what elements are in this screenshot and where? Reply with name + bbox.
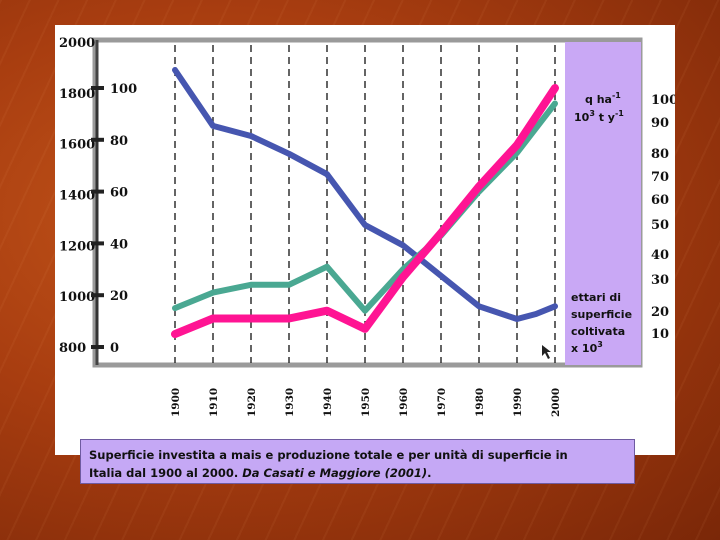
- caption-line-1: Superficie investita a mais e produzione…: [89, 448, 568, 462]
- x-tick-1960: 1960: [398, 388, 410, 417]
- x-tick-2000: 2000: [550, 388, 562, 417]
- left-inner-tick-20: 20: [110, 289, 128, 304]
- caption-source: Da Casati e Maggiore (2001): [242, 466, 428, 480]
- x-tick-1970: 1970: [436, 388, 448, 417]
- right-tick-50: 50: [651, 218, 669, 233]
- left-inner-tick-0: 0: [110, 341, 119, 356]
- right-tick-10: 10: [651, 327, 669, 342]
- right-tick-60: 60: [651, 193, 669, 208]
- left-inner-ticks: 0 20 40 60 80 100: [91, 82, 137, 356]
- unit-panel: [565, 42, 641, 365]
- left-inner-tick-60: 60: [110, 186, 128, 201]
- x-axis-year-labels: 1900 1910 1920 1930 1940 1950 1960 1970 1980 1990…: [170, 388, 562, 417]
- right-tick-20: 20: [651, 305, 669, 320]
- right-tick-40: 40: [651, 248, 669, 263]
- left-outer-tick-800: 800: [59, 341, 86, 356]
- right-tick-30: 30: [651, 273, 669, 288]
- right-tick-80: 80: [651, 147, 669, 162]
- caption-period: .: [427, 466, 432, 480]
- x-tick-1990: 1990: [512, 388, 524, 417]
- right-tick-90: 90: [651, 116, 669, 131]
- left-inner-tick-80: 80: [110, 134, 128, 149]
- x-tick-1940: 1940: [322, 388, 334, 417]
- x-tick-1950: 1950: [360, 388, 372, 417]
- figure-caption: Superficie investita a mais e produzione…: [80, 439, 635, 484]
- left-outer-tick-1200: 1200: [59, 239, 95, 254]
- series-lines: [171, 67, 559, 339]
- x-tick-1980: 1980: [474, 388, 486, 417]
- cursor-arrow-icon: [542, 345, 551, 359]
- left-outer-tick-1800: 1800: [59, 87, 95, 102]
- caption-line-2: Italia dal 1900 al 2000. Da Casati e Mag…: [89, 466, 431, 480]
- left-outer-tick-1400: 1400: [59, 189, 95, 204]
- unit-label-bottom-3: coltivata: [571, 325, 625, 338]
- x-tick-1900: 1900: [170, 388, 182, 417]
- unit-label-bottom-4: x 103: [571, 340, 603, 355]
- left-outer-tick-2000: 2000: [59, 36, 95, 51]
- right-tick-70: 70: [651, 170, 669, 185]
- unit-label-top-1: q ha-1: [585, 91, 621, 106]
- unit-label-top-2: 103 t y-1: [574, 109, 624, 124]
- unit-label-bottom-1: ettari di: [571, 291, 621, 304]
- x-tick-1910: 1910: [208, 388, 220, 417]
- caption-line-2-text: Italia dal 1900 al 2000.: [89, 466, 243, 480]
- series-line-1: [172, 67, 558, 322]
- x-tick-1930: 1930: [284, 388, 296, 417]
- left-inner-tick-40: 40: [110, 237, 128, 252]
- left-inner-tick-100: 100: [110, 82, 137, 97]
- unit-label-bottom-2: superficie: [571, 308, 632, 321]
- left-outer-ticks: 800 1000 1200 1400 1600 1800 2000: [59, 36, 95, 356]
- left-outer-tick-1600: 1600: [59, 138, 95, 153]
- x-tick-1920: 1920: [246, 388, 258, 417]
- left-outer-tick-1000: 1000: [59, 290, 95, 305]
- right-tick-100: 100: [651, 93, 675, 108]
- right-axis-ticks: 10 20 30 40 50 60 70 80 90 100: [651, 93, 675, 342]
- grid-lines: [174, 45, 556, 363]
